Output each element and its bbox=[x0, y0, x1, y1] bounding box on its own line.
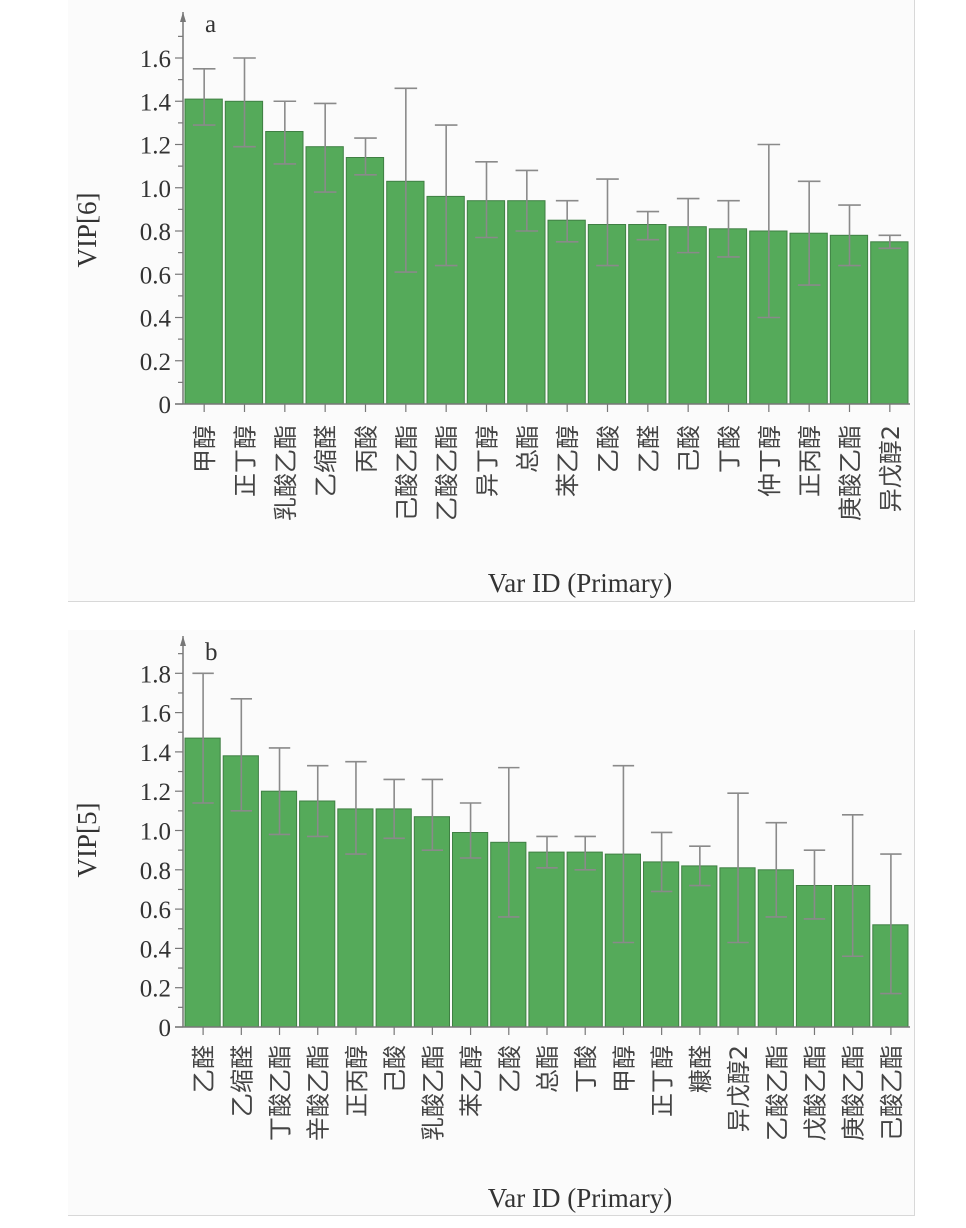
x-tick-label: 乙缩醛 bbox=[228, 1045, 256, 1117]
x-tick-label: 苯乙醇 bbox=[458, 1045, 486, 1117]
x-tick-label: 戊酸乙酯 bbox=[802, 1045, 830, 1141]
x-tick-label: 己酸乙酯 bbox=[393, 425, 421, 521]
x-tick-label: 糠醛 bbox=[687, 1045, 715, 1093]
x-tick-label: 丙酸 bbox=[353, 425, 381, 473]
chart-panel-a: 0 0.2 0.4 0.6 0.8 1.0 1.2 1.4 1.6 甲醇 正丁醇 乳酸乙酯 乙缩醛 丙酸己… bbox=[68, 0, 915, 602]
x-tick-label: 正丁醇 bbox=[232, 425, 260, 497]
y-tick-label: 0 bbox=[159, 1015, 172, 1042]
x-tick-label: 庚酸乙酯 bbox=[840, 1045, 868, 1141]
x-tick-label: 丁酸乙酯 bbox=[267, 1045, 295, 1141]
x-tick-label: 己酸乙酯 bbox=[878, 1045, 906, 1141]
y-tick-label: 1.2 bbox=[140, 779, 171, 806]
y-tick-label: 1.2 bbox=[140, 133, 171, 160]
x-axis-title: Var ID (Primary) bbox=[488, 1183, 672, 1213]
y-tick-label: 1.6 bbox=[140, 46, 171, 73]
y-axis-title: VIP[6] bbox=[72, 193, 102, 268]
bar bbox=[547, 219, 586, 405]
x-tick-label: 正丁醇 bbox=[649, 1045, 677, 1117]
y-axis-arrow-icon bbox=[180, 636, 186, 646]
bars-group bbox=[184, 98, 909, 405]
vip-bar-chart-a: 00.20.40.60.81.01.21.41.6甲醇 正丁醇 乳酸乙酯 乙缩醛 丙酸己… bbox=[72, 11, 910, 598]
y-tick-label: 0.6 bbox=[140, 897, 171, 924]
x-tick-label: 乳酸乙酯 bbox=[272, 425, 300, 521]
bar bbox=[375, 808, 412, 1028]
bar bbox=[345, 157, 385, 405]
y-tick-label: 0.2 bbox=[140, 976, 171, 1003]
y-axis-title: VIP[5] bbox=[72, 803, 102, 878]
error-bars-group bbox=[192, 672, 902, 995]
chart-panel-b: 0 0.2 0.4 0.6 0.8 1.0 1.2 1.4 1.6 1.8 乙醛 乙缩醛 丁酸乙酯 辛酸乙… bbox=[68, 630, 915, 1216]
y-tick-label: 1.6 bbox=[140, 701, 171, 728]
x-tick-label: 己酸 bbox=[675, 425, 703, 473]
y-tick-label: 0 bbox=[159, 392, 172, 419]
y-tick-label: 1.8 bbox=[140, 661, 171, 688]
x-tick-label: 乙酸 bbox=[595, 425, 623, 473]
x-tick-label: 乙酸乙酯 bbox=[763, 1045, 791, 1141]
bar bbox=[224, 100, 264, 405]
x-tick-label: 己酸 bbox=[381, 1045, 409, 1093]
vip-bar-chart-b: 0 0.2 0.4 0.6 0.8 1.0 1.2 1.4 1.6 1.8 乙醛 乙缩醛 丁酸乙酯 辛酸乙… bbox=[72, 636, 910, 1213]
y-tick-label: 1.4 bbox=[140, 740, 172, 767]
y-tick-label: 0.6 bbox=[140, 262, 171, 289]
x-tick-label: 总酯 bbox=[534, 1045, 562, 1093]
y-tick-label: 0.4 bbox=[140, 936, 172, 963]
bar bbox=[184, 98, 223, 405]
panel-label: a bbox=[205, 11, 216, 38]
bar bbox=[452, 832, 489, 1028]
x-tick-label: 乙醛 bbox=[190, 1045, 218, 1093]
x-tick-label: 乙缩醛 bbox=[312, 425, 340, 497]
x-tick-label: 总酯 bbox=[514, 425, 542, 473]
x-axis-title: Var ID (Primary) bbox=[488, 568, 672, 598]
x-tick-label: 丁酸 bbox=[572, 1045, 600, 1093]
x-tick-label: 仲丁醇 bbox=[756, 425, 784, 497]
x-tick-label: 异戊醇2 bbox=[877, 425, 905, 512]
bar bbox=[628, 224, 667, 405]
bar bbox=[668, 226, 707, 405]
x-tick-label: 乳酸乙酯 bbox=[419, 1045, 447, 1141]
panel-label: b bbox=[205, 639, 218, 666]
y-tick-label: 1.4 bbox=[140, 89, 172, 116]
x-tick-label: 丁酸 bbox=[716, 425, 744, 473]
bar bbox=[265, 131, 304, 405]
bar bbox=[507, 200, 546, 405]
x-tick-label: 甲醇 bbox=[610, 1045, 638, 1093]
x-tick-label: 异戊醇2 bbox=[725, 1045, 753, 1132]
x-tick-label: 正丙醇 bbox=[796, 425, 824, 497]
y-tick-label: 0.8 bbox=[140, 219, 171, 246]
bar bbox=[870, 241, 909, 405]
bar bbox=[528, 851, 565, 1028]
x-tick-label: 异丁醇 bbox=[474, 425, 502, 497]
bar bbox=[413, 816, 450, 1028]
y-axis-arrow-icon bbox=[180, 12, 186, 22]
x-tick-label: 苯乙醇 bbox=[554, 425, 582, 497]
error-bars-group bbox=[192, 57, 902, 319]
x-tick-label: 乙醛 bbox=[635, 425, 663, 473]
x-tick-label: 乙酸 bbox=[496, 1045, 524, 1093]
y-tick-label: 1.0 bbox=[140, 176, 171, 203]
bars-group bbox=[184, 737, 909, 1028]
y-tick-label: 0.2 bbox=[140, 349, 171, 376]
bar bbox=[566, 851, 603, 1028]
y-tick-label: 0.4 bbox=[140, 306, 172, 333]
bar bbox=[681, 865, 718, 1028]
x-tick-label: 辛酸乙酯 bbox=[305, 1045, 333, 1141]
x-tick-label: 乙酸乙酯 bbox=[433, 425, 461, 521]
x-tick-label: 正丙醇 bbox=[343, 1045, 371, 1117]
y-tick-label: 1.0 bbox=[140, 819, 171, 846]
x-tick-label: 庚酸乙酯 bbox=[837, 425, 865, 521]
x-tick-label: 甲醇 bbox=[191, 425, 219, 473]
y-tick-label: 0.8 bbox=[140, 858, 171, 885]
